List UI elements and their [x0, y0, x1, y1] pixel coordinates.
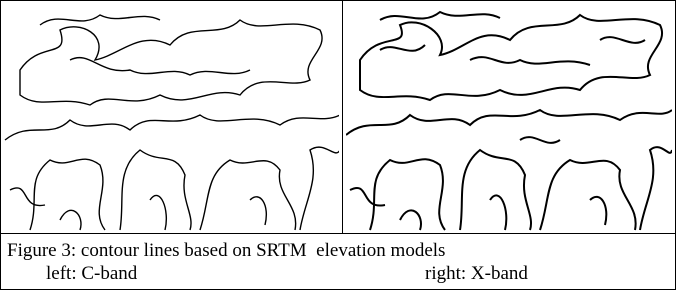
caption-right: right: X-band	[425, 263, 528, 285]
x-band-contours	[346, 12, 672, 230]
figure: Figure 3: contour lines based on SRTM el…	[0, 0, 676, 290]
c-band-contours	[5, 15, 340, 230]
caption-left: left: C-band	[46, 263, 137, 285]
caption-title: Figure 3: contour lines based on SRTM el…	[7, 240, 445, 262]
